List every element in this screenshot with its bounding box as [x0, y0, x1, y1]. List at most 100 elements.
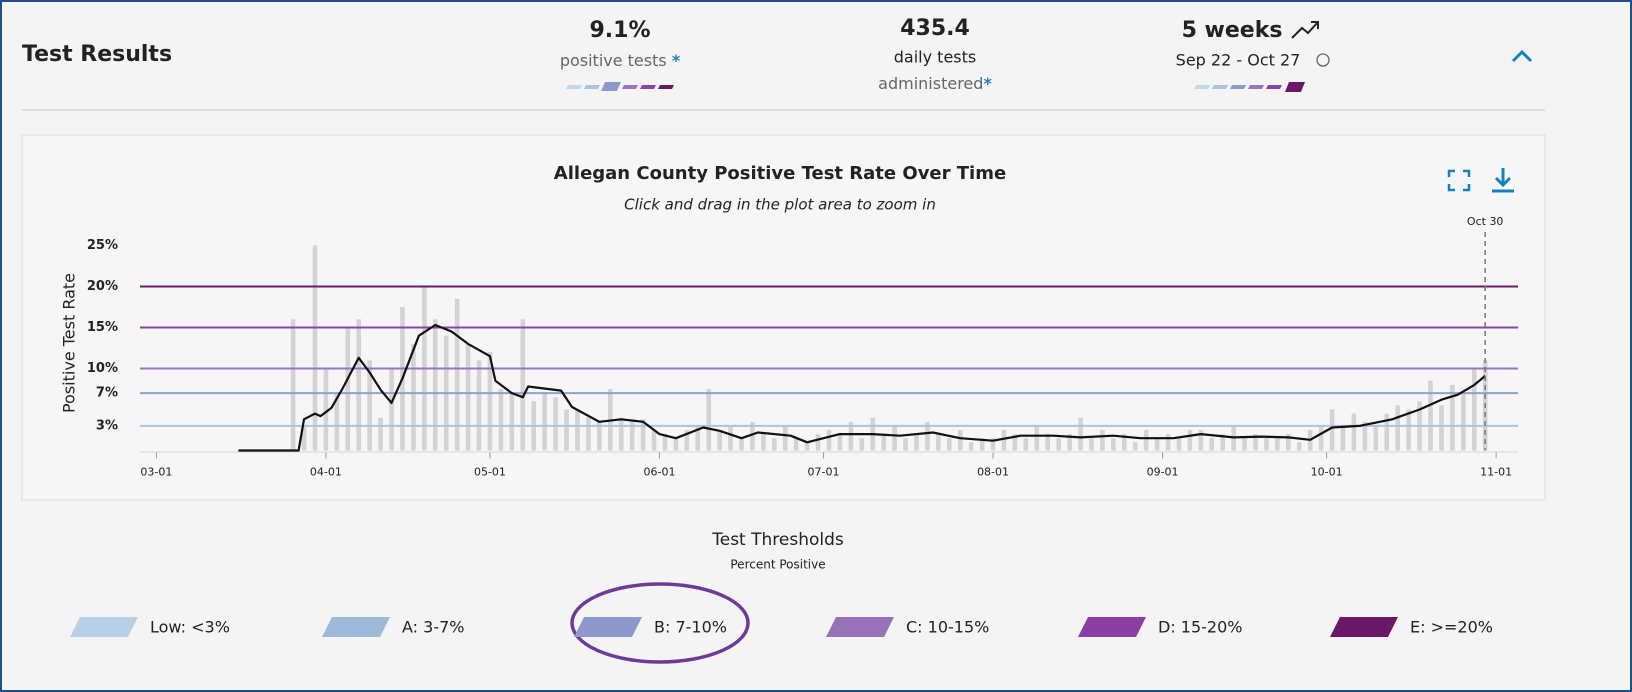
bar: [1198, 430, 1204, 451]
bar: [367, 360, 372, 451]
legend-swatch: [826, 617, 894, 637]
bar: [957, 430, 963, 451]
legend-subtitle: Percent Positive: [730, 558, 825, 572]
bar: [334, 393, 340, 451]
bar: [925, 421, 930, 451]
bar: [1100, 430, 1105, 451]
legend-title: Test Thresholds: [711, 530, 844, 550]
bar: [1111, 438, 1116, 451]
bar: [1406, 409, 1411, 451]
metric-value: 5 weeks: [1182, 18, 1283, 43]
highlight-annotation: [570, 582, 750, 664]
legend-label: Low: <3%: [150, 618, 230, 637]
fullscreen-button[interactable]: [1447, 169, 1471, 192]
bar: [1275, 438, 1280, 451]
bar: [411, 343, 416, 451]
bar: [312, 245, 318, 451]
bar: [1329, 409, 1335, 451]
legend-label: A: 3-7%: [402, 618, 464, 637]
x-tick-label: 09-01: [1147, 466, 1179, 479]
legend-swatch: [574, 617, 642, 637]
bar: [662, 434, 668, 451]
bar: [1220, 434, 1226, 451]
legend-label: C: 10-15%: [906, 618, 989, 637]
bar: [1056, 438, 1061, 451]
y-tick-label: 20%: [87, 279, 118, 294]
bar: [1242, 438, 1247, 451]
bar: [826, 430, 832, 451]
bar: [1034, 425, 1040, 451]
bar: [1209, 438, 1215, 451]
y-tick-label: 25%: [87, 238, 118, 253]
y-axis-label: Positive Test Rate: [60, 273, 79, 413]
bar: [1143, 430, 1149, 451]
metric-label: daily tests: [894, 48, 976, 67]
x-tick-label: 03-01: [140, 466, 172, 479]
bar: [1132, 442, 1138, 451]
metric-label-text: positive tests: [560, 51, 667, 70]
x-tick-label: 08-01: [977, 466, 1009, 479]
bar: [772, 438, 777, 451]
y-tick-label: 15%: [87, 320, 118, 335]
download-button[interactable]: [1492, 168, 1514, 193]
bar: [290, 319, 296, 451]
date-marker-label: Oct 30: [1467, 215, 1504, 228]
metric-note: *: [983, 74, 992, 93]
bar: [892, 425, 897, 451]
bar: [1121, 434, 1127, 451]
bar: [739, 438, 744, 451]
bar: [1012, 434, 1018, 451]
bar: [509, 393, 515, 451]
bar: [684, 430, 690, 451]
metric-value: 9.1%: [589, 18, 650, 43]
bar: [673, 438, 679, 451]
bar: [564, 409, 569, 451]
bar: [717, 430, 722, 451]
y-tick-label: 10%: [87, 361, 118, 376]
metric-note: *: [672, 51, 681, 70]
trend-icon: [1291, 21, 1319, 39]
bar: [815, 434, 821, 451]
bar: [859, 438, 865, 451]
bar: [301, 425, 307, 451]
bar: [914, 434, 919, 451]
bar: [1340, 425, 1346, 451]
bar: [597, 421, 602, 451]
bar: [575, 409, 580, 451]
bar: [1439, 405, 1444, 451]
info-icon[interactable]: [1316, 53, 1330, 67]
bar: [1154, 438, 1160, 451]
bar: [586, 417, 591, 451]
x-tick-label: 06-01: [643, 466, 675, 479]
bar: [520, 319, 526, 451]
chart-title: Allegan County Positive Test Rate Over T…: [554, 163, 1006, 184]
trend-indicator: [1194, 82, 1305, 92]
bar: [465, 343, 471, 451]
bar: [553, 397, 558, 451]
bar: [728, 425, 733, 451]
y-tick-label: 3%: [96, 418, 118, 433]
x-tick-label: 04-01: [310, 466, 342, 479]
metric-label: Sep 22 - Oct 27: [1176, 51, 1301, 70]
bar: [454, 298, 460, 451]
bar: [1253, 434, 1258, 451]
bar: [389, 368, 394, 451]
line: [238, 323, 1486, 452]
collapse-button[interactable]: [1511, 49, 1533, 63]
bar: [1461, 393, 1466, 451]
bar: [1176, 438, 1182, 451]
bar: [1373, 425, 1379, 451]
section-title: Test Results: [22, 42, 172, 67]
bar: [1362, 421, 1368, 451]
bar: [1067, 434, 1072, 451]
bar: [1045, 434, 1051, 451]
bar: [1450, 384, 1455, 451]
bar: [990, 438, 996, 451]
bar: [640, 419, 646, 451]
bar: [881, 434, 886, 451]
bar: [651, 430, 657, 451]
bar: [848, 421, 854, 451]
bar: [1078, 417, 1083, 451]
